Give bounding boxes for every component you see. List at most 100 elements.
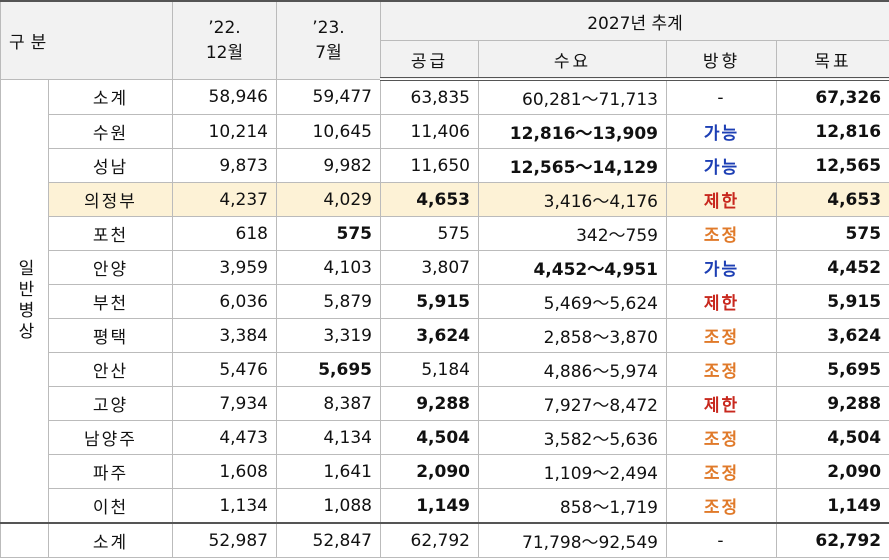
supply: 3,624	[380, 318, 479, 353]
target: 12,816	[775, 114, 889, 149]
demand: 60,281～71,713	[478, 78, 667, 115]
demand: 2,858～3,870	[478, 318, 667, 353]
target: 4,452	[775, 250, 889, 285]
target: 67,326	[775, 78, 889, 115]
header-col2: ’23. 7월	[276, 0, 381, 80]
value-jul23: 1,641	[276, 454, 381, 489]
header-sub: 공급	[380, 40, 479, 81]
direction: 조정	[666, 318, 777, 353]
value-dec22: 52,987	[172, 522, 277, 558]
target: 2,090	[775, 454, 889, 489]
demand: 1,109～2,494	[478, 454, 667, 489]
header-sub: 방향	[666, 40, 777, 81]
row-name: 성남	[48, 148, 173, 183]
table-row: 부천 6,036 5,879 5,915 5,469～5,624 제한 5,915	[1, 284, 889, 319]
table-row: 파주 1,608 1,641 2,090 1,109～2,494 조정 2,090	[1, 454, 889, 489]
direction: 제한	[666, 182, 777, 217]
value-jul23: 5,879	[276, 284, 381, 319]
row-name: 안양	[48, 250, 173, 285]
direction: 제한	[666, 386, 777, 421]
value-dec22: 3,384	[172, 318, 277, 353]
demand: 3,582～5,636	[478, 420, 667, 455]
demand: 3,416～4,176	[478, 182, 667, 217]
header-sub: 목표	[775, 40, 889, 81]
row-name: 남양주	[48, 420, 173, 455]
header-col1: ’22. 12월	[172, 0, 277, 80]
target: 1,149	[775, 488, 889, 524]
value-dec22: 1,608	[172, 454, 277, 489]
value-dec22: 6,036	[172, 284, 277, 319]
table-row: 안양 3,959 4,103 3,807 4,452～4,951 가능 4,452	[1, 250, 889, 285]
table-row: 일반병상 소계 58,946 59,477 63,835 60,281～71,713-67…	[0, 78, 889, 524]
supply: 5,915	[380, 284, 479, 319]
supply: 2,090	[380, 454, 479, 489]
header-line: 7월	[315, 42, 342, 63]
row-name: 수원	[48, 114, 173, 149]
value-dec22: 4,473	[172, 420, 277, 455]
value-jul23: 9,982	[276, 148, 381, 183]
target: 575	[775, 216, 889, 251]
table-row: 수원 10,214 10,645 11,406 12,816～13,909 가능 12,81…	[1, 114, 889, 149]
value-dec22: 618	[172, 216, 277, 251]
row-name: 소계	[48, 522, 173, 558]
demand: 4,452～4,951	[478, 250, 667, 285]
value-dec22: 58,946	[172, 78, 277, 115]
supply: 5,184	[380, 352, 479, 387]
demand: 12,565～14,129	[478, 148, 667, 183]
table-row: 포천 618 575 575 342～759 조정 575	[1, 216, 889, 251]
direction: 제한	[666, 284, 777, 319]
row-name: 안산	[48, 352, 173, 387]
value-dec22: 3,959	[172, 250, 277, 285]
value-jul23: 4,029	[276, 182, 381, 217]
row-group: 소계 52,987 52,847 62,792 71,798～92,549-62,792	[0, 522, 889, 558]
target: 62,792	[775, 522, 889, 558]
header-group: 구분	[0, 0, 173, 80]
row-name: 의정부	[48, 182, 173, 217]
target: 3,624	[775, 318, 889, 353]
group-label: 일반병상	[0, 78, 49, 524]
direction: 조정	[666, 352, 777, 387]
row-name: 평택	[48, 318, 173, 353]
demand: 71,798～92,549	[478, 522, 667, 558]
value-jul23: 1,088	[276, 488, 381, 524]
row-group: 일반병상 소계 58,946 59,477 63,835 60,281～71,713-67…	[0, 78, 889, 524]
direction: 조정	[666, 216, 777, 251]
value-jul23: 52,847	[276, 522, 381, 558]
target: 5,915	[775, 284, 889, 319]
direction: 가능	[666, 250, 777, 285]
demand: 7,927～8,472	[478, 386, 667, 421]
supply: 575	[380, 216, 479, 251]
value-jul23: 575	[276, 216, 381, 251]
row-name: 소계	[48, 78, 173, 115]
demand: 4,886～5,974	[478, 352, 667, 387]
value-dec22: 5,476	[172, 352, 277, 387]
demand: 12,816～13,909	[478, 114, 667, 149]
direction: 조정	[666, 488, 777, 524]
direction: 가능	[666, 148, 777, 183]
target: 4,653	[775, 182, 889, 217]
supply: 63,835	[380, 78, 479, 115]
demand: 858～1,719	[478, 488, 667, 524]
value-dec22: 9,873	[172, 148, 277, 183]
supply: 62,792	[380, 522, 479, 558]
demand: 342～759	[478, 216, 667, 251]
supply: 11,406	[380, 114, 479, 149]
supply: 3,807	[380, 250, 479, 285]
header-line: ’23.	[312, 17, 345, 38]
row-name: 이천	[48, 488, 173, 524]
direction: 조정	[666, 454, 777, 489]
target: 4,504	[775, 420, 889, 455]
direction: 조정	[666, 420, 777, 455]
row-name: 부천	[48, 284, 173, 319]
table-row: 평택 3,384 3,319 3,624 2,858～3,870 조정 3,624	[1, 318, 889, 353]
supply: 1,149	[380, 488, 479, 524]
value-dec22: 1,134	[172, 488, 277, 524]
table-row: 고양 7,934 8,387 9,288 7,927～8,472 제한 9,288	[1, 386, 889, 421]
supply: 9,288	[380, 386, 479, 421]
supply: 4,653	[380, 182, 479, 217]
direction: -	[666, 78, 777, 115]
row-name: 파주	[48, 454, 173, 489]
target: 9,288	[775, 386, 889, 421]
value-jul23: 4,103	[276, 250, 381, 285]
